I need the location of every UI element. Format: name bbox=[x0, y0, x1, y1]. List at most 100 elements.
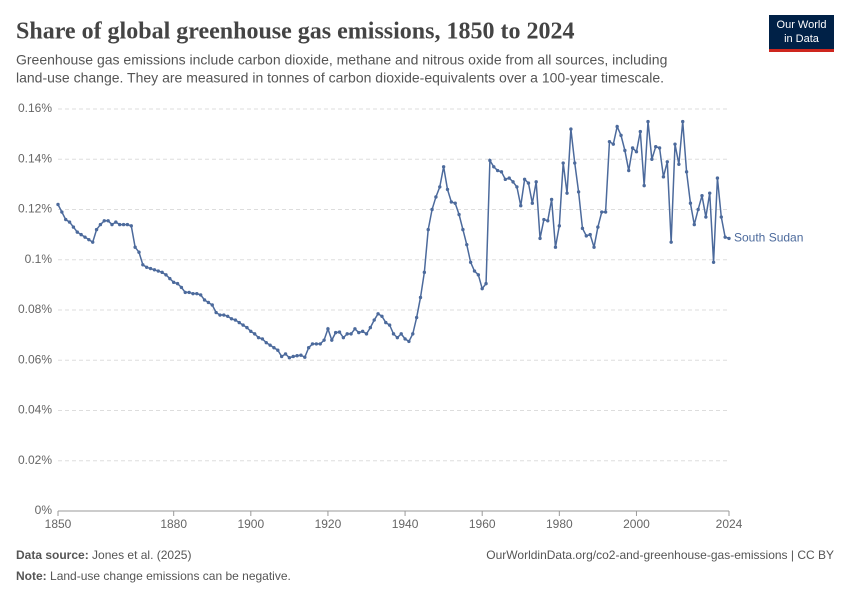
point bbox=[646, 119, 650, 124]
subtitle: Greenhouse gas emissions include carbon … bbox=[16, 52, 667, 68]
point bbox=[306, 345, 311, 350]
point bbox=[210, 303, 214, 307]
point bbox=[407, 339, 411, 344]
point bbox=[461, 227, 465, 232]
point bbox=[526, 181, 531, 185]
point bbox=[414, 315, 419, 320]
source: Data source: Jones et al. (2025) bbox=[16, 548, 191, 562]
point bbox=[488, 158, 492, 163]
point bbox=[669, 240, 673, 244]
point bbox=[287, 356, 292, 360]
point bbox=[438, 185, 442, 189]
point bbox=[569, 127, 573, 131]
point bbox=[144, 265, 149, 269]
point bbox=[607, 139, 612, 144]
point bbox=[426, 227, 430, 232]
point bbox=[542, 217, 546, 222]
series-label: South Sudan bbox=[734, 231, 803, 245]
point bbox=[225, 314, 230, 318]
point bbox=[191, 291, 195, 296]
point bbox=[495, 168, 500, 173]
point bbox=[337, 330, 342, 334]
point bbox=[638, 129, 643, 134]
point bbox=[94, 227, 99, 232]
subtitle: land-use change. They are measured in to… bbox=[16, 70, 664, 86]
point bbox=[56, 202, 60, 207]
point bbox=[715, 176, 720, 180]
point bbox=[171, 280, 176, 285]
point bbox=[341, 335, 346, 340]
point bbox=[279, 354, 284, 359]
point bbox=[214, 310, 218, 315]
point bbox=[110, 222, 114, 227]
point bbox=[399, 332, 403, 336]
url[interactable]: OurWorldinData.org/co2-and-greenhouse-ga… bbox=[486, 548, 834, 562]
point bbox=[480, 286, 484, 291]
y-tick-label: 0.14% bbox=[18, 151, 52, 165]
point bbox=[229, 317, 234, 321]
point bbox=[630, 146, 635, 150]
point bbox=[654, 144, 658, 149]
point bbox=[156, 269, 160, 273]
point bbox=[650, 157, 654, 161]
point bbox=[272, 345, 276, 350]
point bbox=[708, 191, 712, 195]
point bbox=[187, 290, 191, 295]
point bbox=[515, 185, 519, 189]
point bbox=[264, 340, 268, 345]
point bbox=[677, 162, 681, 166]
point bbox=[295, 354, 299, 358]
point bbox=[681, 119, 685, 124]
y-tick-label: 0.1% bbox=[25, 252, 53, 266]
point bbox=[627, 168, 631, 173]
point bbox=[549, 197, 554, 202]
point bbox=[711, 260, 716, 264]
x-tick-label: 1920 bbox=[315, 517, 342, 531]
point bbox=[657, 146, 662, 150]
point bbox=[168, 276, 172, 281]
point bbox=[368, 325, 373, 330]
point bbox=[453, 201, 457, 205]
point bbox=[345, 332, 349, 336]
point bbox=[619, 133, 623, 138]
point bbox=[283, 352, 288, 356]
point bbox=[700, 193, 704, 198]
point bbox=[457, 212, 461, 217]
point bbox=[538, 236, 542, 241]
point bbox=[596, 225, 600, 229]
x-tick-label: 1900 bbox=[237, 517, 264, 531]
point bbox=[237, 320, 241, 325]
note-text: Land-use change emissions can be negativ… bbox=[50, 569, 291, 583]
point bbox=[256, 335, 261, 340]
point bbox=[580, 226, 585, 231]
point bbox=[91, 240, 95, 244]
point bbox=[79, 232, 83, 237]
point bbox=[218, 313, 222, 317]
point bbox=[573, 161, 577, 165]
point bbox=[465, 242, 469, 247]
point bbox=[692, 222, 696, 227]
point bbox=[276, 348, 280, 352]
point bbox=[553, 245, 558, 249]
point bbox=[137, 250, 141, 254]
point bbox=[164, 273, 168, 277]
y-tick-label: 0% bbox=[35, 503, 53, 517]
point bbox=[623, 148, 627, 153]
point bbox=[449, 200, 454, 204]
point bbox=[434, 195, 438, 199]
point bbox=[588, 232, 592, 237]
point bbox=[723, 235, 727, 239]
y-tick-label: 0.08% bbox=[18, 302, 52, 316]
logo-text: Our World bbox=[777, 19, 827, 31]
point bbox=[98, 222, 103, 227]
point bbox=[360, 329, 365, 334]
point bbox=[492, 165, 496, 169]
point bbox=[665, 160, 669, 164]
point bbox=[206, 300, 211, 305]
point bbox=[546, 219, 550, 223]
point bbox=[114, 220, 118, 224]
logo-text: in Data bbox=[784, 33, 820, 45]
point bbox=[673, 142, 677, 146]
point bbox=[642, 183, 646, 188]
